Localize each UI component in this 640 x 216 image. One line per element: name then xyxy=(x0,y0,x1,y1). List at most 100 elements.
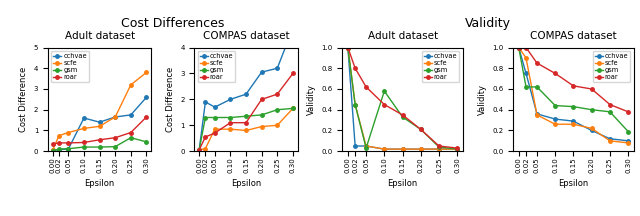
cchvae xyxy=(351,145,359,147)
scfe xyxy=(417,148,424,150)
roar xyxy=(606,103,614,106)
roar xyxy=(80,141,88,144)
roar xyxy=(570,85,577,87)
roar xyxy=(202,136,209,138)
roar xyxy=(258,98,266,101)
roar xyxy=(96,138,104,141)
roar xyxy=(289,72,297,75)
roar xyxy=(111,137,119,139)
scfe xyxy=(55,134,63,137)
Line: gsm: gsm xyxy=(51,136,148,152)
scfe xyxy=(143,71,150,74)
cchvae xyxy=(273,67,281,70)
roar xyxy=(552,72,559,75)
gsm xyxy=(533,86,541,88)
cchvae xyxy=(552,118,559,120)
gsm xyxy=(55,148,63,150)
cchvae xyxy=(242,93,250,95)
cchvae xyxy=(289,27,297,29)
gsm xyxy=(289,107,297,110)
X-axis label: Epsilon: Epsilon xyxy=(84,179,115,188)
roar xyxy=(399,114,406,116)
scfe xyxy=(381,148,388,150)
gsm xyxy=(381,90,388,92)
scfe xyxy=(453,148,461,150)
scfe xyxy=(570,123,577,125)
roar xyxy=(195,149,203,151)
gsm xyxy=(570,105,577,108)
scfe xyxy=(227,128,234,130)
scfe xyxy=(522,57,530,59)
scfe xyxy=(606,140,614,142)
roar xyxy=(522,46,530,49)
scfe xyxy=(127,84,134,86)
Line: scfe: scfe xyxy=(51,71,148,152)
cchvae xyxy=(624,140,632,142)
roar xyxy=(453,147,461,149)
gsm xyxy=(111,145,119,148)
cchvae xyxy=(55,148,63,151)
Line: roar: roar xyxy=(346,46,459,150)
Text: Validity: Validity xyxy=(465,17,511,30)
scfe xyxy=(344,46,352,49)
cchvae xyxy=(80,117,88,119)
gsm xyxy=(80,146,88,148)
cchvae xyxy=(435,148,443,150)
Line: roar: roar xyxy=(517,46,630,114)
gsm xyxy=(195,149,203,151)
scfe xyxy=(49,149,56,151)
scfe xyxy=(273,124,281,127)
cchvae xyxy=(202,101,209,103)
cchvae xyxy=(399,148,406,150)
Line: cchvae: cchvae xyxy=(517,46,630,143)
Y-axis label: Validity: Validity xyxy=(477,84,487,115)
scfe xyxy=(533,114,541,116)
scfe xyxy=(258,125,266,128)
cchvae xyxy=(588,129,595,132)
roar xyxy=(515,46,523,49)
roar xyxy=(55,142,63,144)
Line: gsm: gsm xyxy=(197,107,294,152)
cchvae xyxy=(381,148,388,150)
roar xyxy=(49,143,56,145)
gsm xyxy=(588,108,595,111)
gsm xyxy=(399,116,406,118)
Title: Adult dataset: Adult dataset xyxy=(367,31,438,41)
gsm xyxy=(242,115,250,118)
cchvae xyxy=(96,121,104,124)
scfe xyxy=(65,131,72,134)
cchvae xyxy=(533,113,541,115)
Legend: cchvae, scfe, gsm, roar: cchvae, scfe, gsm, roar xyxy=(198,51,236,82)
gsm xyxy=(624,130,632,133)
scfe xyxy=(202,147,209,150)
gsm xyxy=(273,108,281,111)
gsm xyxy=(344,46,352,49)
cchvae xyxy=(417,148,424,150)
Line: gsm: gsm xyxy=(517,46,630,133)
X-axis label: Epsilon: Epsilon xyxy=(387,179,418,188)
cchvae xyxy=(344,46,352,49)
gsm xyxy=(453,148,461,150)
roar xyxy=(273,93,281,95)
cchvae xyxy=(211,106,219,108)
Line: roar: roar xyxy=(51,115,148,146)
Line: cchvae: cchvae xyxy=(51,95,148,152)
Text: Cost Differences: Cost Differences xyxy=(121,17,225,30)
roar xyxy=(381,103,388,106)
gsm xyxy=(49,149,56,152)
roar xyxy=(242,121,250,124)
gsm xyxy=(96,146,104,148)
roar xyxy=(435,145,443,147)
roar xyxy=(351,67,359,70)
gsm xyxy=(351,103,359,106)
scfe xyxy=(195,149,203,151)
gsm xyxy=(515,46,523,49)
Legend: cchvae, scfe, gsm, roar: cchvae, scfe, gsm, roar xyxy=(422,51,460,82)
cchvae xyxy=(65,148,72,150)
gsm xyxy=(202,116,209,119)
Legend: cchvae, scfe, gsm, roar: cchvae, scfe, gsm, roar xyxy=(51,51,89,82)
roar xyxy=(588,88,595,90)
roar xyxy=(533,62,541,64)
cchvae xyxy=(143,96,150,98)
roar xyxy=(65,142,72,144)
